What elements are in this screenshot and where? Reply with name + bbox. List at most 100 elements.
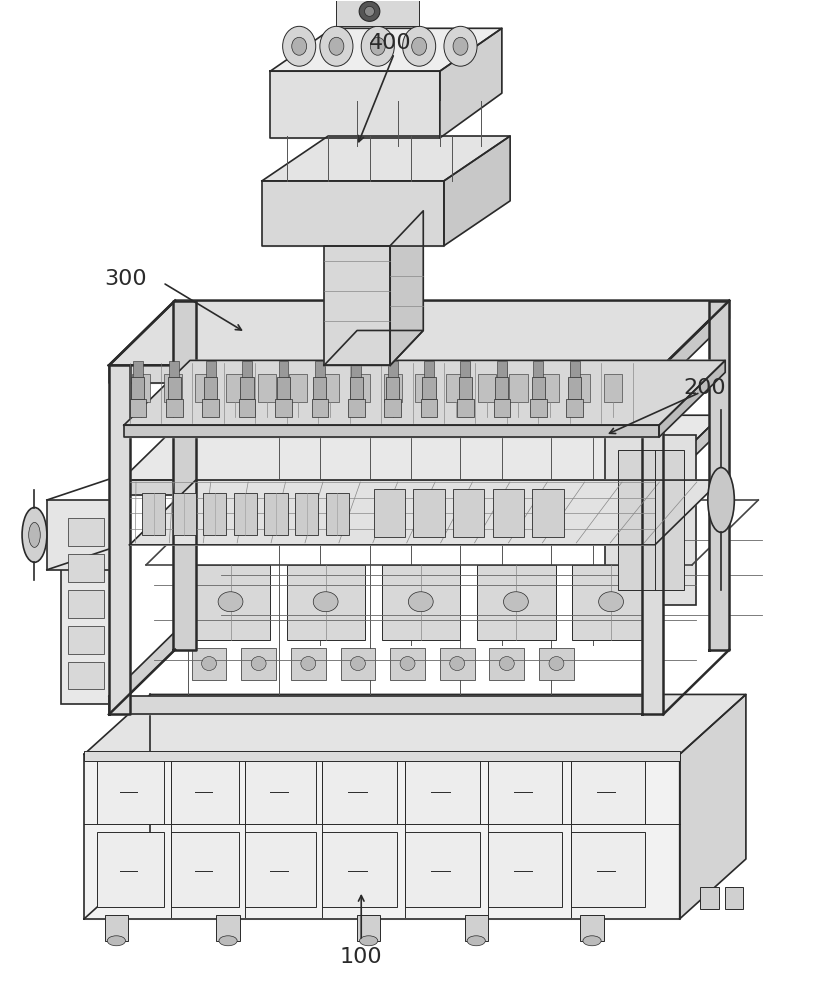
Bar	[382, 565, 461, 640]
Bar	[488, 832, 562, 907]
Bar	[258, 374, 276, 402]
Bar	[405, 832, 480, 907]
Polygon shape	[109, 365, 129, 714]
Bar	[129, 399, 146, 417]
Ellipse shape	[450, 657, 465, 671]
Ellipse shape	[583, 936, 601, 946]
Bar	[291, 648, 325, 680]
Ellipse shape	[408, 592, 433, 612]
Bar	[440, 648, 475, 680]
Bar	[605, 435, 696, 605]
Bar	[239, 399, 256, 417]
Bar	[532, 377, 544, 399]
Circle shape	[403, 26, 436, 66]
Bar	[510, 374, 528, 402]
Bar	[192, 565, 271, 640]
Bar	[530, 399, 546, 417]
Text: 400: 400	[369, 33, 412, 53]
Bar	[447, 374, 465, 402]
Polygon shape	[109, 696, 663, 714]
Ellipse shape	[364, 6, 374, 16]
Bar	[166, 399, 183, 417]
Bar	[603, 374, 622, 402]
Bar	[336, 0, 419, 26]
Bar	[61, 505, 110, 704]
Bar	[459, 377, 472, 399]
Bar	[488, 759, 562, 824]
Ellipse shape	[251, 657, 266, 671]
Polygon shape	[642, 365, 663, 714]
Bar	[618, 450, 684, 590]
Bar	[279, 361, 289, 377]
Bar	[572, 565, 651, 640]
Ellipse shape	[29, 522, 41, 547]
Polygon shape	[655, 415, 721, 495]
Polygon shape	[680, 694, 746, 919]
Bar	[290, 374, 307, 402]
Polygon shape	[109, 301, 730, 365]
Bar	[173, 493, 196, 535]
Ellipse shape	[300, 657, 315, 671]
Polygon shape	[324, 330, 423, 365]
Ellipse shape	[359, 936, 378, 946]
Ellipse shape	[219, 936, 237, 946]
Bar	[572, 374, 590, 402]
Bar	[203, 493, 227, 535]
Bar	[405, 759, 480, 824]
Bar	[105, 915, 128, 941]
Bar	[384, 399, 401, 417]
Bar	[725, 887, 744, 909]
Bar	[352, 374, 370, 402]
Bar	[132, 374, 150, 402]
Bar	[67, 518, 104, 546]
Ellipse shape	[467, 936, 486, 946]
Bar	[415, 374, 433, 402]
Polygon shape	[659, 360, 725, 437]
Circle shape	[283, 26, 315, 66]
Bar	[422, 377, 436, 399]
Bar	[349, 377, 363, 399]
Bar	[539, 648, 574, 680]
Bar	[490, 648, 525, 680]
Polygon shape	[121, 415, 721, 480]
Bar	[242, 648, 276, 680]
Bar	[533, 489, 564, 537]
Circle shape	[320, 26, 353, 66]
Bar	[461, 361, 471, 377]
Bar	[242, 361, 252, 377]
Polygon shape	[109, 632, 175, 714]
Bar	[96, 759, 164, 824]
Bar	[204, 377, 217, 399]
Bar	[580, 915, 603, 941]
Bar	[453, 489, 485, 537]
Ellipse shape	[202, 657, 217, 671]
Bar	[477, 565, 555, 640]
Polygon shape	[109, 365, 663, 383]
Bar	[374, 489, 405, 537]
Bar	[246, 759, 315, 824]
Bar	[457, 399, 474, 417]
Polygon shape	[124, 425, 659, 437]
Bar	[320, 374, 339, 402]
Polygon shape	[709, 301, 730, 650]
Bar	[357, 915, 380, 941]
Bar	[246, 832, 315, 907]
Bar	[421, 399, 437, 417]
Bar	[313, 377, 326, 399]
Bar	[322, 759, 397, 824]
Ellipse shape	[500, 657, 515, 671]
Bar	[534, 361, 543, 377]
Bar	[340, 648, 375, 680]
Bar	[84, 751, 680, 761]
Text: 100: 100	[340, 947, 383, 967]
Bar	[217, 915, 240, 941]
Bar	[168, 377, 181, 399]
Circle shape	[412, 37, 427, 55]
Polygon shape	[262, 181, 444, 246]
Circle shape	[329, 37, 344, 55]
Polygon shape	[390, 211, 423, 365]
Polygon shape	[129, 480, 721, 545]
Bar	[566, 399, 583, 417]
Polygon shape	[324, 246, 390, 365]
Ellipse shape	[549, 657, 564, 671]
